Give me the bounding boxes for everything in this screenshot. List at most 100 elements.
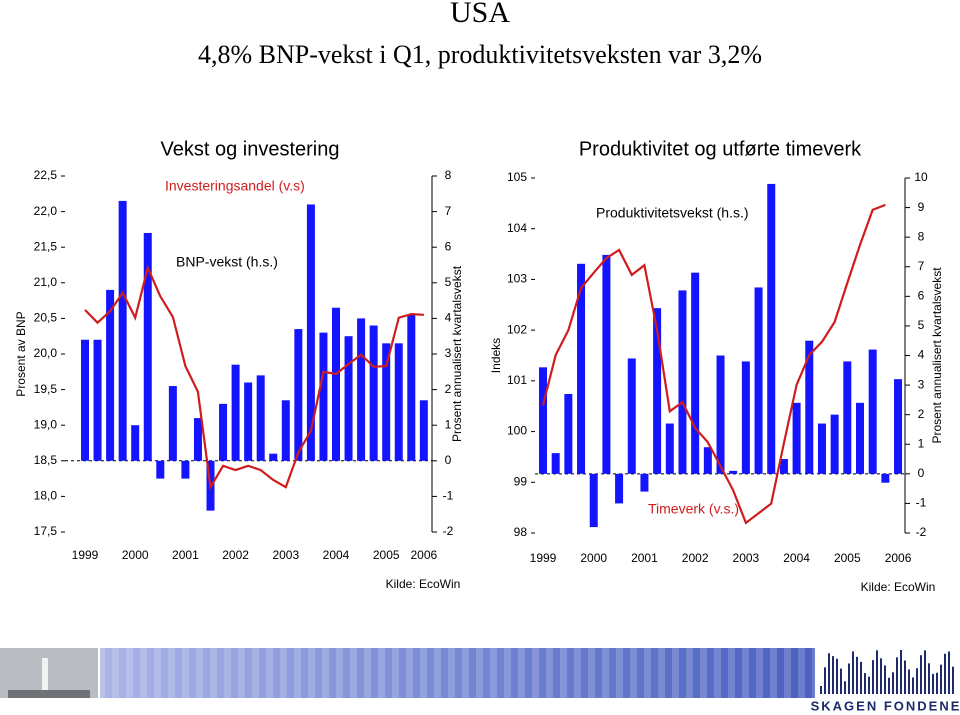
logo-bar <box>824 667 826 694</box>
logo-bar <box>928 663 930 694</box>
x-tick-label: 1999 <box>530 551 557 565</box>
logo-bar <box>880 658 882 694</box>
bar <box>93 339 102 461</box>
y-tick-label: 17,5 <box>34 524 58 538</box>
logo-bar <box>892 672 894 694</box>
logo-bar <box>832 656 834 694</box>
logo-bar <box>888 677 890 694</box>
y-tick-label: 105 <box>507 170 527 184</box>
bar <box>294 329 303 461</box>
y2-tick-label: 7 <box>445 204 452 218</box>
x-tick-label: 2000 <box>580 551 607 565</box>
slide-title: USA <box>450 0 510 29</box>
logo-bar <box>916 668 918 694</box>
bar <box>665 423 674 474</box>
bar <box>168 386 177 461</box>
slide-subtitle: 4,8% BNP-vekst i Q1, produktivitetsvekst… <box>198 40 762 69</box>
y2-tick-label: 0 <box>445 453 452 467</box>
bar <box>881 473 890 483</box>
bar <box>118 200 127 461</box>
y-tick-label: 18,0 <box>34 489 58 503</box>
bar <box>143 232 152 461</box>
y2-tick-label: 3 <box>918 377 925 391</box>
bar <box>81 339 89 461</box>
bar <box>156 460 165 479</box>
footer-photo-rocks <box>8 690 90 698</box>
logo-bar <box>920 655 922 694</box>
chart-title: Vekst og investering <box>161 138 340 160</box>
logo-bar <box>932 673 934 694</box>
logo-bar <box>952 666 954 694</box>
logo-bar <box>948 651 950 694</box>
x-tick-label: 2001 <box>172 548 199 562</box>
x-tick-label: 2005 <box>373 548 400 562</box>
bar <box>767 183 776 474</box>
bar <box>357 318 366 461</box>
logo-bar <box>852 651 854 694</box>
footer-photo-lighthouse <box>42 658 48 690</box>
x-tick-label: 2002 <box>222 548 249 562</box>
y-tick-label: 101 <box>507 373 527 387</box>
y-tick-label: 22,0 <box>34 204 58 218</box>
y2-tick-label: 0 <box>918 466 925 480</box>
x-tick-label: 2002 <box>682 551 709 565</box>
x-tick-label: 2003 <box>272 548 299 562</box>
y2-tick-label: -2 <box>916 525 927 539</box>
bar <box>691 272 700 474</box>
line <box>84 264 424 491</box>
y2-tick-label: 4 <box>445 311 452 325</box>
y-tick-label: 21,0 <box>34 275 58 289</box>
bar <box>319 332 328 461</box>
y2-axis-label: Prosent annualisert kvartalsvekst <box>450 265 464 442</box>
y2-tick-label: 4 <box>918 348 925 362</box>
y-tick-label: 19,5 <box>34 382 58 396</box>
y-axis-label: Indeks <box>489 338 503 373</box>
bar <box>407 314 416 461</box>
logo-bar <box>940 664 942 694</box>
y2-tick-label: 9 <box>918 200 925 214</box>
bar <box>577 263 586 474</box>
y-tick-label: 20,0 <box>34 346 58 360</box>
y2-tick-label: -2 <box>443 524 454 538</box>
logo-bar <box>900 650 902 694</box>
y-tick-label: 19,0 <box>34 417 58 431</box>
bar <box>193 418 202 461</box>
bar <box>602 254 611 474</box>
bar <box>703 447 712 474</box>
y2-tick-label: 2 <box>918 407 925 421</box>
y-tick-label: 21,5 <box>34 239 58 253</box>
bar <box>868 349 877 474</box>
x-tick-label: 2000 <box>122 548 149 562</box>
bar <box>779 459 788 474</box>
bar <box>106 289 115 461</box>
logo-icon <box>820 650 954 694</box>
bar <box>627 358 636 474</box>
bar <box>551 453 560 474</box>
logo-bar <box>876 650 878 694</box>
y-tick-label: 99 <box>514 474 528 488</box>
bar <box>856 402 864 474</box>
bar <box>244 382 253 461</box>
bar <box>817 423 826 474</box>
bar <box>741 361 750 474</box>
bar <box>539 367 547 474</box>
series-label: Produktivitetsvekst (h.s.) <box>596 205 749 221</box>
y2-tick-label: -1 <box>443 489 454 503</box>
bar <box>653 308 662 474</box>
logo-bar <box>912 677 914 694</box>
chart-title: Produktivitet og utførte timeverk <box>579 138 862 160</box>
logo-bar <box>828 653 830 694</box>
y-tick-label: 20,5 <box>34 311 58 325</box>
bar <box>754 287 763 474</box>
y-tick-label: 103 <box>507 272 527 286</box>
y-tick-label: 102 <box>507 322 527 336</box>
y-tick-label: 18,5 <box>34 453 58 467</box>
bar <box>615 473 624 504</box>
y2-tick-label: 8 <box>445 168 452 182</box>
footer-photo <box>0 648 98 698</box>
bar <box>231 364 240 461</box>
x-tick-label: 2004 <box>783 551 810 565</box>
logo-bar <box>840 668 842 694</box>
bar <box>589 473 598 528</box>
